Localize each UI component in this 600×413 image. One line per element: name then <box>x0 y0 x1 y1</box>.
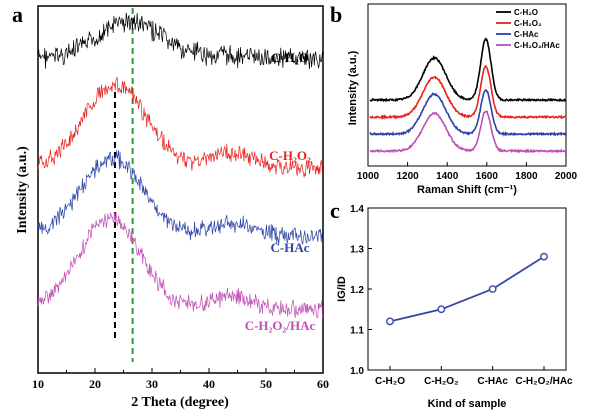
xrd-chart: 10 20 30 40 50 60 C-H₂OC-H₂O₂C-HAcC-H₂O₂/HAc … <box>15 5 329 410</box>
raman-series-line <box>369 89 567 137</box>
ratio-line <box>389 255 545 323</box>
xrd-reference-lines <box>113 8 134 362</box>
raman-legend-label: C-HAc <box>514 30 539 39</box>
raman-x-tick-label: 1200 <box>396 171 419 182</box>
ratio-x-tick-label: C-H₂O₂ <box>424 376 458 387</box>
xrd-y-axis-label: Intensity (a.u.) <box>15 146 30 234</box>
ratio-y-tick-label: 1.1 <box>350 326 364 337</box>
raman-plot-frame <box>367 3 567 167</box>
raman-series-line <box>369 64 567 120</box>
ratio-data-point <box>386 317 394 326</box>
raman-x-tick-label: 1800 <box>515 171 538 182</box>
ratio-y-ticks: 1.0 1.1 1.2 1.3 1.4 <box>350 204 372 377</box>
raman-x-tick-label: 1600 <box>476 171 499 182</box>
ratio-chart: 1.0 1.1 1.2 1.3 1.4 C-H₂O C-H₂O₂ C-HAc C-H₂O₂/H… <box>336 204 573 410</box>
ratio-x-tick-label: C-H₂O <box>375 376 405 387</box>
raman-series-line <box>369 109 567 154</box>
ratio-y-tick-label: 1.2 <box>350 285 364 296</box>
xrd-x-tick-label: 20 <box>89 377 101 391</box>
raman-x-tick-label: 1400 <box>436 171 459 182</box>
raman-series-line <box>369 37 567 103</box>
xrd-x-tick-label: 50 <box>260 377 272 391</box>
raman-series-group <box>369 37 567 154</box>
ratio-x-tick-label: C-HAc <box>477 376 508 387</box>
ratio-data-point <box>488 285 497 293</box>
ratio-y-tick-label: 1.0 <box>350 366 364 377</box>
raman-x-axis-label: Raman Shift (cm⁻¹) <box>417 184 517 196</box>
panel-letter-c: c <box>330 198 340 223</box>
raman-chart: 1000 1200 1400 1600 1800 2000 C-H₂O C-H₂O₂ C-HA… <box>347 3 578 196</box>
panel-letter-b: b <box>330 2 342 27</box>
raman-x-tick-label: 2000 <box>555 171 578 182</box>
xrd-series-line <box>37 150 323 245</box>
ratio-y-tick-label: 1.3 <box>350 245 364 256</box>
xrd-series-label: C-H₂O₂/HAc <box>245 318 316 333</box>
raman-legend-label: C-H₂O₂/HAc <box>514 41 560 50</box>
xrd-series-label: C-H₂O <box>271 50 309 65</box>
xrd-series-label: C-H₂O₂ <box>269 148 311 163</box>
xrd-series-line <box>37 12 323 70</box>
raman-legend-label: C-H₂O₂ <box>514 19 542 28</box>
raman-y-axis-label: Intensity (a.u.) <box>347 50 359 125</box>
ratio-y-tick-label: 1.4 <box>350 204 364 215</box>
raman-x-tick-label: 1000 <box>357 171 380 182</box>
ratio-y-axis-label: IG/ID <box>336 276 348 302</box>
xrd-series-group <box>37 12 323 319</box>
xrd-x-tick-label: 30 <box>146 377 158 391</box>
ratio-data-point <box>437 305 446 314</box>
raman-legend-label: C-H₂O <box>514 8 538 17</box>
xrd-x-tick-label: 60 <box>317 377 329 391</box>
xrd-series-line <box>37 212 323 319</box>
raman-x-ticks: 1000 1200 1400 1600 1800 2000 <box>357 162 578 182</box>
ratio-plot-frame <box>367 207 567 371</box>
panel-letter-a: a <box>12 2 23 27</box>
xrd-x-tick-label: 10 <box>32 377 44 391</box>
xrd-x-axis-label: 2 Theta (degree) <box>131 395 229 410</box>
xrd-x-tick-label: 40 <box>203 377 215 391</box>
ratio-x-axis-label: Kind of sample <box>428 398 507 410</box>
xrd-series-line <box>37 76 323 178</box>
xrd-series-label: C-HAc <box>271 240 310 255</box>
ratio-x-tick-label: C-H₂O₂/HAc <box>515 376 573 387</box>
xrd-series-labels: C-H₂O C-H₂O₂ C-HAc C-H₂O₂/HAc <box>245 50 316 333</box>
ratio-data-point <box>540 252 548 261</box>
raman-legend: C-H₂O C-H₂O₂ C-HAc C-H₂O₂/HAc <box>496 8 560 50</box>
ratio-series <box>386 252 548 326</box>
ratio-x-ticks: C-H₂O C-H₂O₂ C-HAc C-H₂O₂/HAc <box>375 366 573 387</box>
xrd-x-ticks: 10 20 30 40 50 60 <box>32 368 329 391</box>
